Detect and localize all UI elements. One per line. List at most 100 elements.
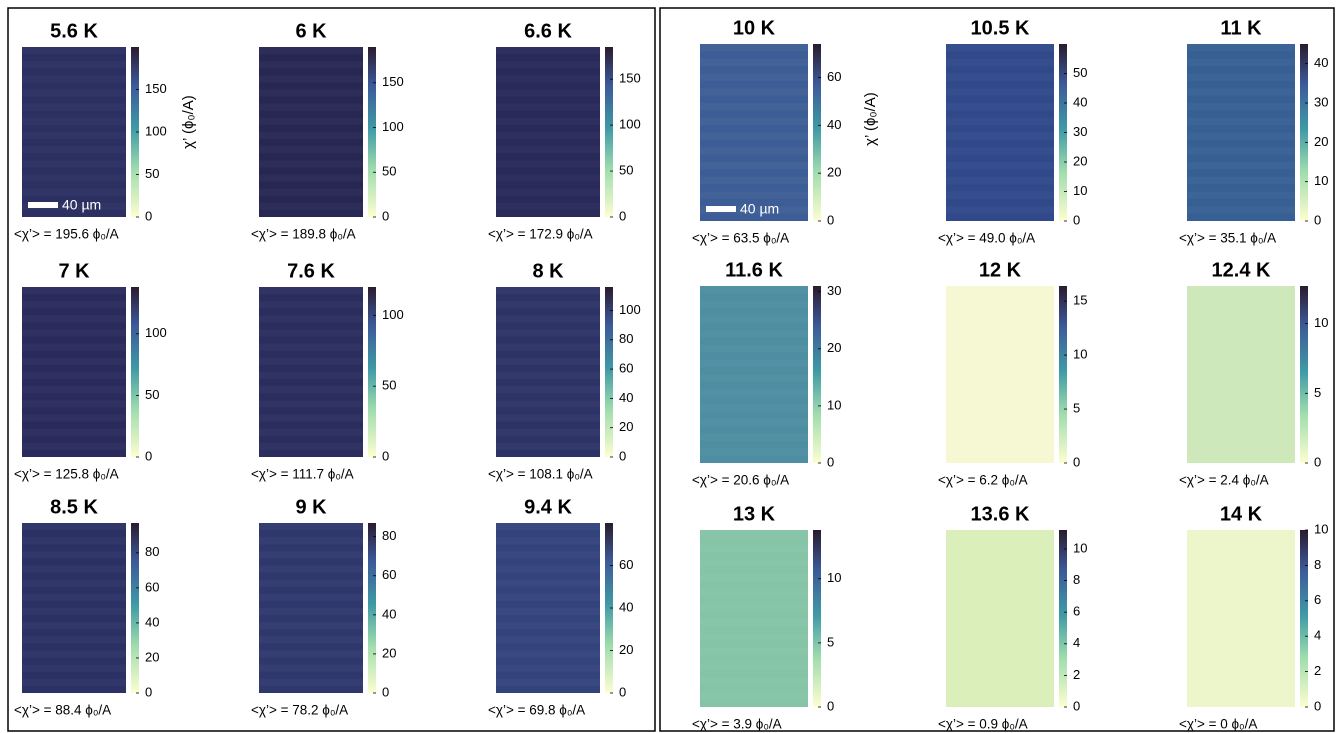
map-texture: [1187, 604, 1295, 611]
map-texture: [946, 434, 1054, 441]
map-texture: [259, 61, 363, 68]
colorbar-tick-label: 100: [619, 117, 641, 132]
map-texture: [1187, 375, 1295, 382]
map-texture: [1187, 663, 1295, 670]
panel-title: 7.6 K: [287, 260, 335, 282]
map-texture: [496, 415, 600, 422]
scale-bar-label: 40 µm: [740, 201, 779, 217]
map-texture: [1187, 177, 1295, 184]
map-texture: [259, 651, 363, 658]
map-texture: [1187, 574, 1295, 581]
colorbar-tick-label: 40: [619, 599, 633, 614]
map-texture: [22, 594, 126, 601]
map-texture: [259, 372, 363, 379]
colorbar: [605, 47, 613, 217]
colorbar-tick-label: 2: [1073, 667, 1080, 682]
map-texture: [496, 580, 600, 587]
colorbar-tick-label: 150: [382, 74, 404, 89]
map-texture: [22, 175, 126, 182]
map-texture: [22, 429, 126, 436]
map-texture: [1187, 560, 1295, 567]
map-texture: [946, 177, 1054, 184]
colorbar-tick-label: 0: [1314, 698, 1321, 713]
map-texture: [700, 177, 808, 184]
map-texture: [496, 443, 600, 450]
map-texture: [700, 663, 808, 670]
map-texture: [496, 47, 600, 54]
map-texture: [259, 75, 363, 82]
colorbar-tick-label: 5: [1073, 400, 1080, 415]
mean-value: <χ’> = 108.1 ϕ₀/A: [488, 467, 593, 482]
map-texture: [946, 633, 1054, 640]
map-texture: [259, 287, 363, 294]
panel-title: 14 K: [1220, 503, 1263, 525]
map-texture: [700, 389, 808, 396]
colorbar-tick-label: 40: [827, 117, 841, 132]
colorbar-tick-label: 10: [1314, 315, 1328, 330]
map-texture: [1187, 103, 1295, 110]
map-texture: [259, 301, 363, 308]
colorbar-tick-label: 50: [145, 166, 159, 181]
map-texture: [496, 594, 600, 601]
map-texture: [496, 203, 600, 210]
map-texture: [496, 287, 600, 294]
colorbar-tick-label: 5: [1314, 385, 1321, 400]
map-texture: [700, 147, 808, 154]
mean-value: <χ’> = 78.2 ϕ₀/A: [251, 703, 348, 718]
colorbar-tick-label: 30: [1314, 94, 1328, 109]
map-texture: [259, 608, 363, 615]
panel-title: 10 K: [733, 17, 776, 39]
map-texture: [946, 133, 1054, 140]
map-texture: [496, 189, 600, 196]
map-texture: [1187, 88, 1295, 95]
map-texture: [946, 301, 1054, 308]
colorbar: [813, 530, 821, 707]
colorbar-tick-label: 10: [1073, 183, 1087, 198]
map-texture: [946, 286, 1054, 293]
colorbar-tick-label: 50: [619, 162, 633, 177]
map-texture: [259, 104, 363, 111]
map-texture: [496, 651, 600, 658]
colorbar-tick-label: 50: [382, 164, 396, 179]
map-texture: [946, 147, 1054, 154]
map-texture: [259, 315, 363, 322]
colorbar-tick-label: 40: [145, 614, 159, 629]
colorbar-tick-label: 30: [1073, 124, 1087, 139]
map-texture: [22, 523, 126, 530]
map-texture: [22, 344, 126, 351]
colorbar-tick-label: 50: [1073, 65, 1087, 80]
map-texture: [496, 330, 600, 337]
colorbar-tick-label: 0: [382, 208, 389, 223]
mean-value: <χ’> = 20.6 ϕ₀/A: [692, 473, 789, 488]
map-texture: [1187, 316, 1295, 323]
map-texture: [22, 104, 126, 111]
map-texture: [700, 59, 808, 66]
map-texture: [946, 692, 1054, 699]
map-texture: [1187, 286, 1295, 293]
map-texture: [259, 386, 363, 393]
colorbar-tick-label: 10: [1073, 540, 1087, 555]
map-texture: [1187, 633, 1295, 640]
scale-bar-label: 40 µm: [62, 197, 101, 213]
map-texture: [1187, 360, 1295, 367]
colorbar-tick-label: 0: [827, 212, 834, 227]
map-texture: [1187, 648, 1295, 655]
map-texture: [700, 103, 808, 110]
mean-value: <χ’> = 63.5 ϕ₀/A: [692, 231, 789, 246]
map-texture: [496, 315, 600, 322]
colorbar-tick-label: 4: [1314, 628, 1321, 643]
map-texture: [22, 160, 126, 167]
map-texture: [496, 301, 600, 308]
colorbar: [131, 523, 139, 693]
map-texture: [700, 678, 808, 685]
map-texture: [22, 651, 126, 658]
panel-title: 8.5 K: [50, 496, 98, 518]
map-texture: [22, 566, 126, 573]
colorbar-tick-label: 10: [827, 570, 841, 585]
map-texture: [259, 90, 363, 97]
map-texture: [1187, 434, 1295, 441]
colorbar-label: χ’ (ϕ₀/A): [180, 95, 197, 149]
map-texture: [946, 330, 1054, 337]
map-texture: [496, 429, 600, 436]
map-texture: [946, 604, 1054, 611]
